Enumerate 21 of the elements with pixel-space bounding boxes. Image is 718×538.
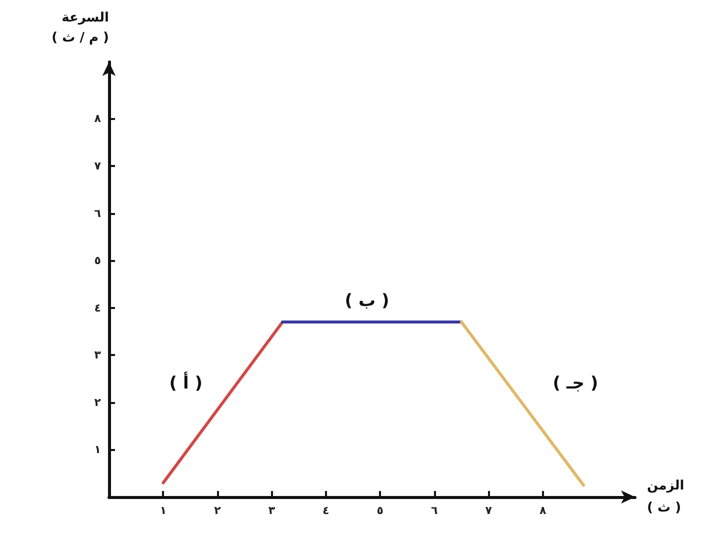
y-tick-label: ٤ [94, 301, 101, 314]
y-axis-title: السرعة ( م / ث ) [52, 10, 109, 46]
x-tick-label: ٨ [539, 504, 546, 517]
annotation: ( جـ ) [552, 374, 598, 394]
annotation: ( ب ) [344, 291, 390, 312]
y-tick-label: ٣ [94, 348, 102, 362]
y-tick-label: ١ [94, 443, 101, 456]
x-axis-title: الزمن ( ث ) [647, 478, 684, 516]
annotation: ( أ ) [169, 371, 202, 394]
y-tick-label: ٥ [94, 254, 102, 268]
y-tick-label: ٨ [94, 112, 102, 126]
x-tick-label: ٥ [376, 504, 384, 517]
x-tick-label: ٦ [431, 504, 438, 517]
y-tick-label: ٦ [94, 206, 102, 220]
x-tick-label: ٤ [322, 504, 330, 517]
x-tick-label: ٧ [485, 504, 492, 517]
y-tick-label: ٢ [94, 396, 102, 409]
x-tick-label: ١ [160, 504, 167, 517]
x-tick-label: ٣ [268, 504, 276, 517]
x-tick-label: ٢ [214, 504, 222, 517]
y-tick-label: ٧ [94, 160, 102, 173]
